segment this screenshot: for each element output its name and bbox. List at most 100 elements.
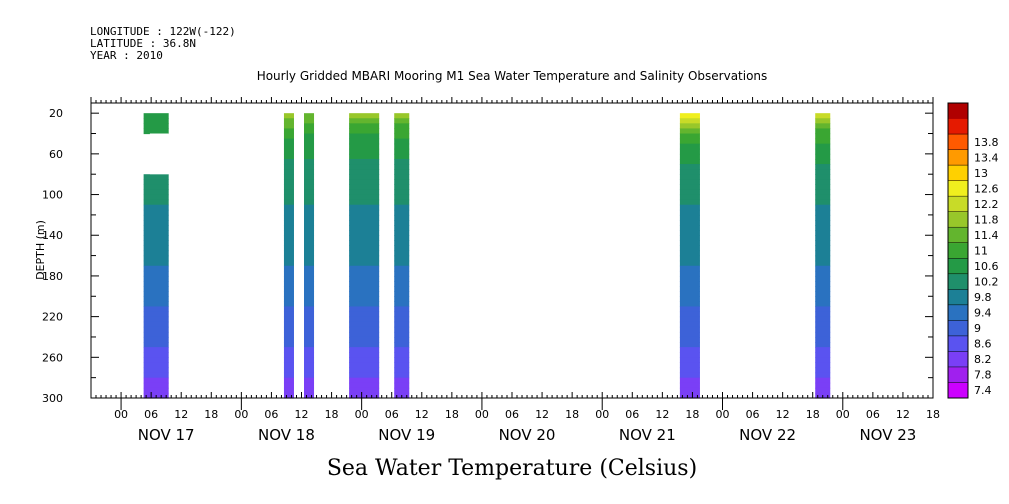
data-cell [394, 331, 410, 338]
data-cell [283, 321, 294, 328]
data-cell [394, 194, 410, 201]
data-cell [283, 169, 294, 175]
data-cell [283, 143, 294, 150]
data-cell [143, 118, 169, 124]
data-cell [394, 184, 410, 191]
data-cell [304, 128, 315, 135]
data-cell [143, 326, 169, 333]
data-cell [143, 342, 169, 348]
data-cell [815, 336, 831, 343]
data-cell [815, 260, 831, 267]
x-hour-tick-label: 06 [625, 408, 639, 421]
y-tick-label: 180 [42, 270, 63, 283]
data-cell [815, 377, 831, 384]
data-cell [815, 174, 831, 180]
data-cell [283, 184, 294, 191]
data-cell [349, 189, 380, 196]
data-cell [143, 321, 169, 328]
data-cell [143, 214, 169, 221]
data-cell [304, 153, 315, 160]
data-cell [349, 372, 380, 379]
data-cell [394, 281, 410, 287]
data-cell [304, 240, 315, 247]
data-cell [394, 367, 410, 374]
data-cell [815, 331, 831, 338]
data-cell [815, 362, 831, 369]
data-cell [815, 133, 831, 140]
data-cell [304, 230, 315, 236]
data-cell [394, 255, 410, 262]
data-cell [394, 240, 410, 247]
data-cell [679, 387, 700, 394]
data-cell [815, 270, 831, 277]
data-cell [815, 286, 831, 292]
data-cell [283, 347, 294, 353]
data-cell [283, 194, 294, 201]
data-cell [304, 123, 315, 130]
data-cell [679, 199, 700, 206]
colorbar-label: 7.8 [974, 369, 992, 382]
data-cell [394, 275, 410, 282]
colorbar-swatch [948, 335, 968, 352]
data-cell [394, 265, 410, 272]
data-cell [349, 336, 380, 343]
x-hour-tick-label: 12 [896, 408, 910, 421]
x-day-label: NOV 23 [859, 426, 916, 444]
data-cell [283, 357, 294, 363]
colorbar-label: 11.4 [974, 229, 999, 242]
data-cell [143, 301, 169, 308]
data-cell [815, 372, 831, 379]
data-cell [143, 336, 169, 343]
data-cell [304, 281, 315, 287]
data-cell [283, 306, 294, 313]
data-cell [304, 291, 315, 297]
x-day-label: NOV 22 [739, 426, 796, 444]
data-cell [349, 179, 380, 185]
data-cell [283, 158, 294, 165]
data-cell [283, 260, 294, 267]
colorbar-swatch [948, 304, 968, 321]
data-cell [349, 184, 380, 191]
colorbar-swatch [948, 149, 968, 166]
data-cell [394, 219, 410, 226]
data-cell [283, 199, 294, 206]
data-cell [304, 194, 315, 201]
data-cell [304, 209, 315, 216]
data-cell [815, 214, 831, 221]
data-cell [349, 331, 380, 338]
colorbar-swatch [948, 258, 968, 275]
data-cell [394, 214, 410, 221]
data-cell [283, 301, 294, 308]
data-cell [143, 316, 169, 323]
data-cell [679, 148, 700, 155]
data-cell [304, 255, 315, 262]
data-cell [349, 275, 380, 282]
data-cell [349, 143, 380, 150]
x-hour-tick-label: 06 [866, 408, 880, 421]
data-cell [349, 123, 380, 130]
data-cell [143, 387, 169, 394]
data-layer [143, 113, 831, 399]
colorbar-label: 11 [974, 245, 988, 258]
data-cell [304, 357, 315, 363]
colorbar-swatch [948, 180, 968, 197]
data-cell [349, 311, 380, 318]
x-hour-tick-label: 00 [836, 408, 850, 421]
y-tick-label: 300 [42, 392, 63, 405]
data-cell [679, 118, 700, 124]
data-cell [304, 118, 315, 124]
data-cell [143, 347, 169, 353]
data-cell [283, 255, 294, 262]
data-cell [815, 321, 831, 328]
data-cell [304, 169, 315, 175]
data-cell [143, 382, 169, 389]
data-cell [304, 225, 315, 231]
data-cell [815, 255, 831, 262]
data-cell [679, 225, 700, 231]
colorbar-label: 13.4 [974, 151, 999, 164]
data-cell [304, 133, 315, 140]
data-cell [815, 250, 831, 257]
data-cell [349, 296, 380, 302]
data-cell [679, 382, 700, 389]
data-cell [283, 189, 294, 196]
